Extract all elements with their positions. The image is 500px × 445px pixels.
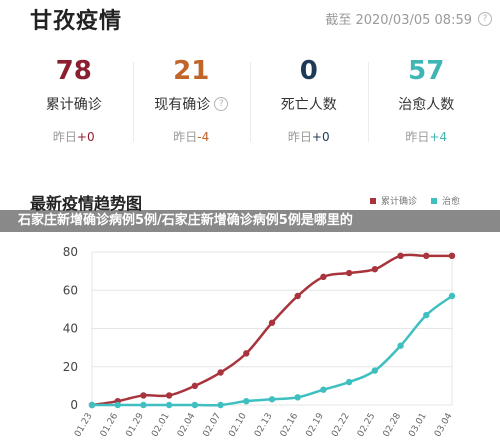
stat-delta-row: 昨日+4 [368, 128, 486, 145]
y-tick-label: 60 [63, 283, 78, 297]
x-tick-label: 02.22 [330, 412, 352, 439]
x-tick-label: 03.04 [433, 411, 455, 439]
stat-value: 57 [408, 56, 445, 86]
data-point[interactable] [423, 252, 430, 260]
data-point[interactable] [165, 401, 173, 409]
data-point[interactable] [88, 401, 96, 409]
update-time-text: 截至 2020/03/05 08:59 [325, 13, 472, 28]
stat-value: 0 [299, 56, 318, 86]
data-point[interactable] [371, 367, 379, 374]
y-tick-label: 80 [63, 245, 78, 259]
x-tick-label: 01.29 [124, 411, 146, 439]
data-point[interactable] [217, 369, 224, 376]
x-tick-label: 02.01 [150, 412, 172, 439]
x-tick-label: 02.10 [227, 411, 249, 439]
x-tick-label: 02.19 [304, 411, 326, 439]
data-point[interactable] [140, 392, 147, 399]
data-point[interactable] [243, 397, 250, 405]
data-point[interactable] [345, 269, 353, 277]
x-tick-label: 02.16 [279, 411, 301, 439]
data-point[interactable] [294, 394, 301, 401]
stat-label-row: 治愈人数 [368, 94, 486, 114]
help-icon[interactable]: ? [214, 97, 229, 111]
x-tick-label: 02.04 [176, 411, 198, 439]
data-point[interactable] [371, 266, 379, 273]
x-tick-label: 02.28 [382, 411, 404, 439]
x-tick-label: 02.07 [202, 412, 224, 439]
stat-card: 57 治愈人数昨日+4 [367, 52, 486, 152]
data-point[interactable] [320, 273, 327, 281]
series-line-1 [92, 294, 453, 407]
stat-delta-prefix: 昨日 [173, 130, 198, 144]
stat-delta: +0 [76, 130, 95, 144]
stats-panel: 78 累计确诊 昨日+0 21 现有确诊? 昨日-4 0 死亡人数 昨日+0 57 治愈人数 昨日+4 [15, 52, 485, 152]
data-point[interactable] [191, 382, 199, 390]
data-point[interactable] [397, 252, 404, 260]
stat-delta-row: 昨日+0 [250, 128, 368, 145]
help-icon[interactable]: ? [478, 11, 492, 26]
x-tick-label: 03.01 [407, 412, 429, 439]
stat-card: 78 累计确诊昨日+0 [15, 52, 133, 152]
update-timestamp: 截至 2020/03/05 08:59 ? [325, 9, 492, 28]
data-point[interactable] [268, 319, 276, 326]
stat-delta-prefix: 昨日 [405, 130, 430, 144]
data-point[interactable] [448, 252, 456, 260]
stat-label: 死亡人数 [280, 97, 337, 113]
data-point[interactable] [191, 401, 199, 409]
data-point[interactable] [268, 396, 276, 403]
chart-section-title: 最新疫情趋势图 [30, 194, 143, 213]
header: 甘孜疫情 截至 2020/03/05 08:59 ? [0, 0, 500, 40]
chart-legend: 累计确诊 治愈 [369, 194, 460, 207]
data-point[interactable] [397, 342, 404, 349]
stat-delta: -4 [197, 130, 210, 144]
legend-swatch [369, 197, 376, 204]
data-point[interactable] [345, 378, 353, 386]
data-point[interactable] [294, 292, 301, 300]
legend-item[interactable]: 治愈 [430, 194, 460, 207]
stat-delta: +0 [311, 130, 330, 144]
data-point[interactable] [217, 401, 224, 409]
legend-label: 累计确诊 [380, 197, 417, 207]
series-line-0 [91, 253, 452, 407]
stat-value: 21 [173, 56, 210, 86]
legend-swatch [430, 197, 437, 204]
y-tick-label: 40 [63, 322, 78, 336]
data-point[interactable] [140, 401, 147, 409]
stat-value: 78 [55, 56, 92, 86]
x-tick-label: 01.26 [99, 411, 121, 439]
stat-delta-prefix: 昨日 [52, 130, 77, 144]
legend-label: 治愈 [441, 197, 460, 207]
stat-label: 现有确诊 [154, 97, 211, 113]
stat-delta-prefix: 昨日 [287, 130, 312, 144]
legend-item[interactable]: 累计确诊 [369, 194, 417, 207]
y-tick-label: 0 [70, 398, 78, 412]
page-title: 甘孜疫情 [30, 9, 123, 34]
stat-label-row: 死亡人数 [250, 94, 368, 114]
data-point[interactable] [448, 292, 456, 300]
stat-card: 0 死亡人数昨日+0 [250, 52, 368, 152]
stat-label: 治愈人数 [398, 97, 455, 113]
stat-label-row: 现有确诊? [133, 94, 251, 114]
data-point[interactable] [320, 386, 327, 393]
data-point[interactable] [243, 350, 250, 357]
headline-banner[interactable]: 石家庄新增确诊病例5例/石家庄新增确诊病例5例是哪里的 [0, 210, 500, 232]
stat-delta-row: 昨日-4 [133, 128, 251, 145]
y-tick-label: 20 [63, 360, 78, 374]
data-point[interactable] [423, 311, 430, 319]
stat-label: 累计确诊 [45, 97, 102, 113]
x-tick-label: 02.25 [356, 412, 378, 439]
x-tick-label: 02.13 [253, 412, 275, 439]
x-tick-label: 01.23 [73, 412, 95, 439]
stat-delta: +4 [429, 130, 448, 144]
stat-delta-row: 昨日+0 [15, 128, 133, 145]
stat-card: 21 现有确诊? 昨日-4 [132, 52, 251, 152]
data-point[interactable] [165, 392, 173, 399]
stat-label-row: 累计确诊 [15, 94, 133, 114]
data-point[interactable] [114, 401, 121, 409]
